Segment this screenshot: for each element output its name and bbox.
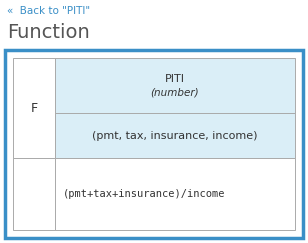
Bar [13,158,55,230]
Bar [55,113,295,158]
Text: «  Back to "PITI": « Back to "PITI" [7,6,90,16]
Bar [55,158,295,230]
Bar [13,58,55,158]
Text: (number): (number) [151,87,199,97]
Bar [55,58,295,113]
Text: (pmt, tax, insurance, income): (pmt, tax, insurance, income) [92,130,258,140]
Text: Function: Function [7,24,90,43]
Text: F: F [30,102,38,114]
Bar [5,50,303,238]
Text: PITI: PITI [165,73,185,84]
Text: (pmt+tax+insurance)/income: (pmt+tax+insurance)/income [63,189,225,199]
